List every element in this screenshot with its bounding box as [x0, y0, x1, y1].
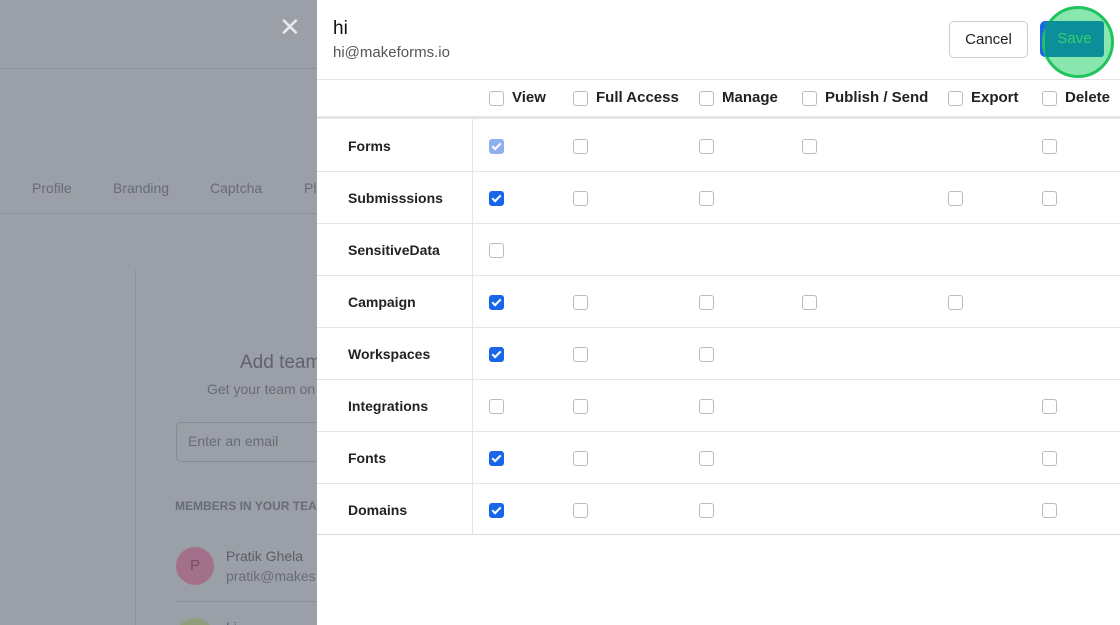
- column-header: Delete: [1065, 89, 1111, 106]
- permission-checkbox[interactable]: [489, 399, 504, 414]
- header-checkbox[interactable]: [573, 91, 588, 106]
- permission-checkbox[interactable]: [573, 399, 588, 414]
- email-placeholder: Enter an email: [188, 433, 279, 449]
- close-button[interactable]: ✕: [279, 12, 301, 42]
- permission-checkbox[interactable]: [573, 191, 588, 206]
- avatar: [176, 547, 214, 585]
- header-checkbox[interactable]: [948, 91, 963, 106]
- save-button[interactable]: Save: [1045, 21, 1104, 57]
- divider: [317, 116, 1120, 119]
- divider: [0, 68, 317, 69]
- permission-checkbox[interactable]: [699, 139, 714, 154]
- divider: [317, 327, 1120, 328]
- user-name: hi: [333, 18, 348, 39]
- permission-checkbox[interactable]: [802, 295, 817, 310]
- row-label: Workspaces: [348, 346, 431, 362]
- permission-checkbox[interactable]: [1042, 139, 1057, 154]
- permission-checkbox[interactable]: [699, 399, 714, 414]
- backdrop: ✕ Profile Branding Captcha Pl Add team Get yo…: [0, 0, 317, 625]
- permission-checkbox[interactable]: [1042, 503, 1057, 518]
- header-checkbox[interactable]: [1042, 91, 1057, 106]
- divider: [317, 534, 1120, 535]
- row-label: Integrations: [348, 398, 429, 414]
- permission-checkbox[interactable]: [699, 503, 714, 518]
- divider: [135, 270, 136, 625]
- user-email: hi@makeforms.io: [333, 44, 450, 61]
- permission-checkbox[interactable]: [948, 295, 963, 310]
- permission-checkbox[interactable]: [699, 347, 714, 362]
- row-label: Campaign: [348, 294, 416, 310]
- divider: [317, 431, 1120, 432]
- permission-checkbox: [489, 139, 504, 154]
- permission-checkbox[interactable]: [699, 451, 714, 466]
- header-checkbox[interactable]: [699, 91, 714, 106]
- divider: [0, 213, 317, 214]
- row-label: Domains: [348, 502, 408, 518]
- permission-checkbox[interactable]: [573, 503, 588, 518]
- permission-checkbox[interactable]: [699, 191, 714, 206]
- divider: [317, 223, 1120, 224]
- permission-checkbox[interactable]: [489, 191, 504, 206]
- tab[interactable]: Captcha: [210, 180, 263, 196]
- divider: [317, 483, 1120, 484]
- permission-checkbox[interactable]: [948, 191, 963, 206]
- header-checkbox[interactable]: [489, 91, 504, 106]
- column-header: Publish / Send: [825, 89, 929, 106]
- permission-checkbox[interactable]: [489, 347, 504, 362]
- permission-checkbox[interactable]: [489, 503, 504, 518]
- avatar: [176, 618, 214, 625]
- divider: [317, 379, 1120, 380]
- permission-checkbox[interactable]: [489, 243, 504, 258]
- tab[interactable]: Branding: [113, 180, 170, 196]
- heading: Add team: [240, 352, 317, 373]
- divider: [176, 601, 317, 602]
- subheading: Get your team on: [207, 381, 316, 397]
- avatar-letter: P: [189, 557, 200, 574]
- permission-checkbox[interactable]: [573, 347, 588, 362]
- row-label: Fonts: [348, 450, 387, 466]
- permission-checkbox[interactable]: [489, 295, 504, 310]
- divider: [317, 275, 1120, 276]
- permission-checkbox[interactable]: [802, 139, 817, 154]
- column-header: View: [512, 89, 546, 106]
- permission-checkbox[interactable]: [489, 451, 504, 466]
- permission-checkbox[interactable]: [1042, 191, 1057, 206]
- permission-checkbox[interactable]: [699, 295, 714, 310]
- permissions-panel: hi hi@makeforms.io Cancel Save: [317, 0, 1120, 625]
- member-email: pratik@makes: [226, 568, 316, 584]
- member-name: Pratik Ghela: [226, 548, 304, 564]
- tab[interactable]: Profile: [32, 180, 72, 196]
- column-header: Manage: [722, 89, 778, 106]
- column-header: Full Access: [596, 89, 679, 106]
- permission-checkbox[interactable]: [1042, 451, 1057, 466]
- header-checkbox[interactable]: [802, 91, 817, 106]
- permission-checkbox[interactable]: [573, 451, 588, 466]
- divider: [317, 171, 1120, 172]
- row-label: Submisssions: [348, 190, 443, 206]
- permission-checkbox[interactable]: [1042, 399, 1057, 414]
- tab[interactable]: Pl: [304, 180, 317, 196]
- column-header: Export: [971, 89, 1019, 106]
- member-name: Li: [226, 619, 237, 625]
- row-label: Forms: [348, 138, 391, 154]
- permission-checkbox[interactable]: [573, 295, 588, 310]
- members-label: MEMBERS IN YOUR TEA: [175, 499, 317, 513]
- divider: [317, 79, 1120, 80]
- row-label: SensitiveData: [348, 242, 440, 258]
- divider: [472, 119, 473, 534]
- permission-checkbox[interactable]: [573, 139, 588, 154]
- cancel-button[interactable]: Cancel: [949, 21, 1028, 58]
- email-input[interactable]: [176, 422, 317, 462]
